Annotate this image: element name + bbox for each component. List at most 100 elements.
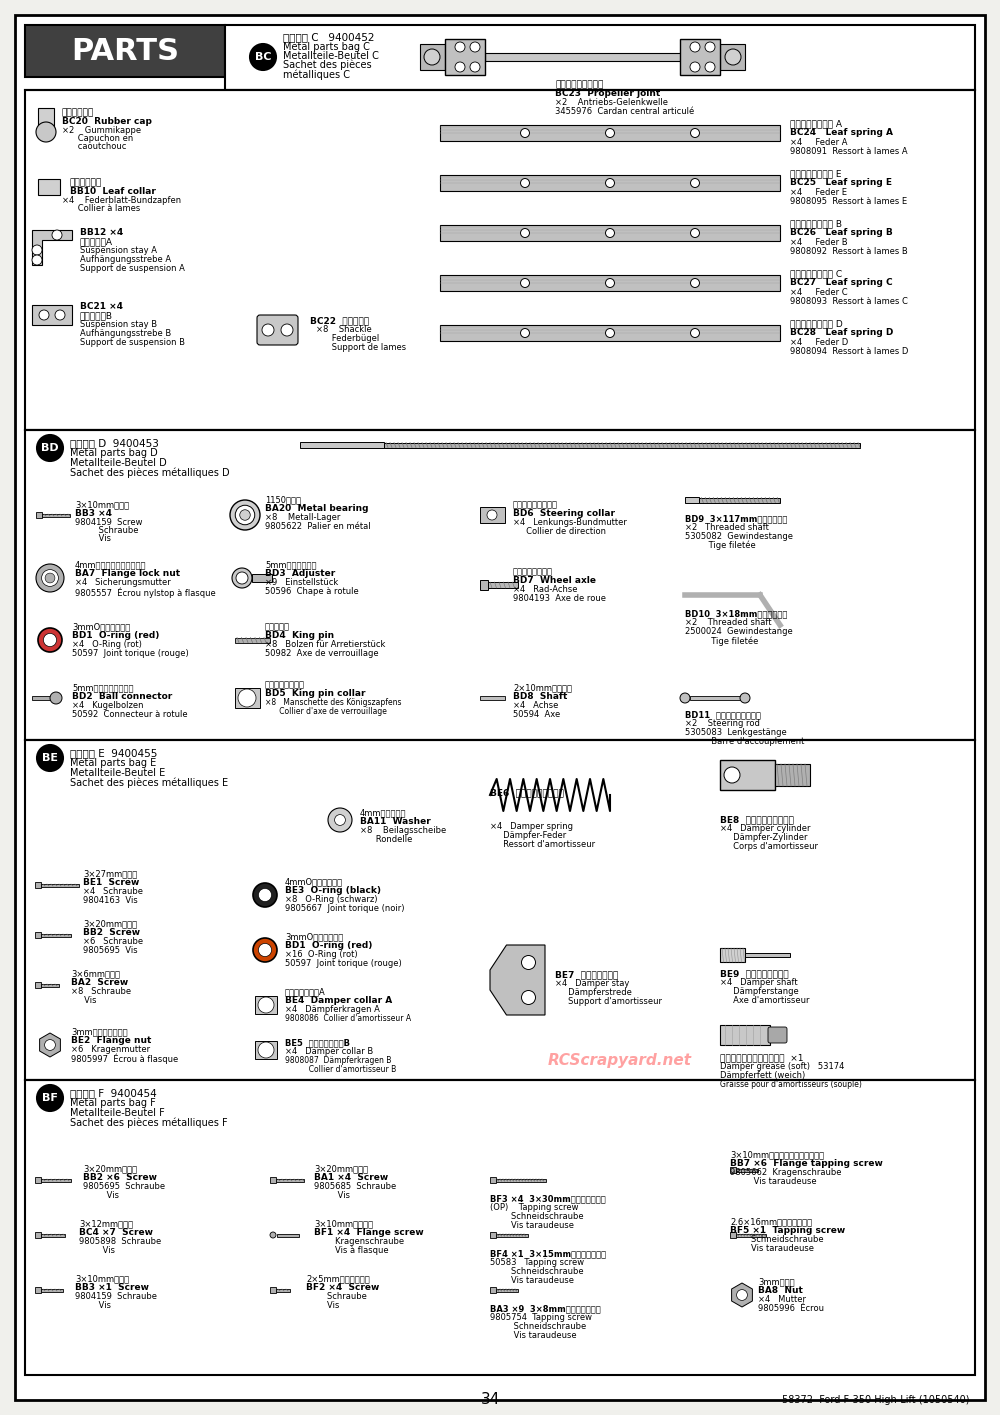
Text: Schneidschraube: Schneidschraube: [490, 1266, 584, 1276]
Text: 2.6×16mmタッピングビス: 2.6×16mmタッピングビス: [730, 1217, 812, 1225]
Bar: [41, 884, 79, 887]
Text: BE9  ダンパーシャフト: BE9 ダンパーシャフト: [720, 969, 789, 978]
Text: BE7  ダンパーステー: BE7 ダンパーステー: [555, 971, 618, 979]
Text: Schraube: Schraube: [75, 526, 138, 535]
Text: 3×6mm丸ビス: 3×6mm丸ビス: [71, 969, 120, 978]
Circle shape: [470, 42, 480, 52]
Polygon shape: [732, 1283, 752, 1307]
Text: BE: BE: [42, 753, 58, 763]
Circle shape: [691, 228, 699, 238]
Bar: [775, 764, 810, 785]
Bar: [420, 44, 445, 69]
Text: ×4     Feder A: ×4 Feder A: [790, 139, 848, 147]
Text: Rondelle: Rondelle: [360, 835, 412, 843]
Text: ×4   Schraube: ×4 Schraube: [83, 887, 143, 896]
Text: ×2    Threaded shaft: ×2 Threaded shaft: [685, 618, 772, 627]
Text: BB12 ×4: BB12 ×4: [80, 228, 123, 236]
Text: 金具袋詰 E  9400455: 金具袋詰 E 9400455: [70, 749, 157, 758]
Text: 3×20mm丸ビス: 3×20mm丸ビス: [314, 1165, 368, 1173]
Bar: [496, 1234, 528, 1237]
Circle shape: [606, 228, 614, 238]
Text: Collier à lames: Collier à lames: [62, 204, 140, 214]
Text: 9808087  Dämpferkragen B: 9808087 Dämpferkragen B: [285, 1056, 391, 1065]
Text: 50982  Axe de verrouillage: 50982 Axe de verrouillage: [265, 649, 379, 658]
Bar: [276, 1179, 304, 1182]
Text: 9804193  Axe de roue: 9804193 Axe de roue: [513, 594, 606, 603]
Text: 9808092  Ressort à lames B: 9808092 Ressort à lames B: [790, 248, 908, 256]
Text: プロペラジョイント: プロペラジョイント: [555, 81, 603, 89]
Text: BC4 ×7  Screw: BC4 ×7 Screw: [79, 1228, 153, 1237]
Circle shape: [50, 692, 62, 705]
Text: ×8   O-Ring (schwarz): ×8 O-Ring (schwarz): [285, 896, 378, 904]
Bar: [496, 1179, 546, 1182]
Bar: [445, 40, 485, 75]
Circle shape: [37, 746, 63, 771]
Text: BF1 ×4  Flange screw: BF1 ×4 Flange screw: [314, 1228, 424, 1237]
Text: Aufhängungsstrebe B: Aufhängungsstrebe B: [80, 330, 171, 338]
Bar: [25, 430, 975, 740]
Text: ×2    Antriebs-Gelenkwelle: ×2 Antriebs-Gelenkwelle: [555, 98, 668, 108]
Text: Metallteile-Beutel E: Metallteile-Beutel E: [70, 768, 165, 778]
Bar: [38, 180, 60, 195]
Circle shape: [724, 767, 740, 782]
Text: 3×10mm丸ビス: 3×10mm丸ビス: [75, 1274, 129, 1283]
Bar: [35, 932, 41, 938]
Circle shape: [521, 228, 529, 238]
Text: ×4   Dämpferkragen A: ×4 Dämpferkragen A: [285, 1005, 380, 1015]
Text: Collier de direction: Collier de direction: [513, 526, 606, 536]
Circle shape: [36, 122, 56, 142]
Circle shape: [42, 570, 58, 586]
Text: BB2 ×6  Screw: BB2 ×6 Screw: [83, 1173, 157, 1182]
Text: BA3 ×9  3×8mmタッピングビス: BA3 ×9 3×8mmタッピングビス: [490, 1305, 601, 1313]
Text: BD11  ステアリングロッド: BD11 ステアリングロッド: [685, 710, 761, 719]
Circle shape: [521, 328, 529, 338]
Circle shape: [32, 255, 42, 265]
Text: リーフスプリング E: リーフスプリング E: [790, 168, 842, 178]
Text: BC26   Leaf spring B: BC26 Leaf spring B: [790, 228, 893, 236]
Text: Vis taraudeuse: Vis taraudeuse: [490, 1276, 574, 1285]
Text: キングピンカラー: キングピンカラー: [265, 681, 305, 689]
Circle shape: [335, 815, 345, 825]
Text: BB7 ×6  Flange tapping screw: BB7 ×6 Flange tapping screw: [730, 1159, 883, 1167]
Text: BE3  O-ring (black): BE3 O-ring (black): [285, 886, 381, 896]
Text: Ressort d'amortisseur: Ressort d'amortisseur: [490, 841, 595, 849]
Text: ×6   Kragenmutter: ×6 Kragenmutter: [71, 1046, 150, 1054]
Text: Vis: Vis: [75, 1300, 111, 1310]
Text: 4mmフランジロックナット: 4mmフランジロックナット: [75, 560, 146, 569]
Bar: [235, 688, 260, 708]
Bar: [720, 948, 744, 962]
Text: 50594  Axe: 50594 Axe: [513, 710, 560, 719]
Text: Support d'amortisseur: Support d'amortisseur: [555, 998, 662, 1006]
Text: 3mmOリング（赤）: 3mmOリング（赤）: [72, 623, 130, 631]
Text: ×8   Bolzen für Arretierstück: ×8 Bolzen für Arretierstück: [265, 640, 385, 649]
Text: BB2  Screw: BB2 Screw: [83, 928, 140, 937]
Circle shape: [270, 1232, 276, 1238]
Text: Metallteile-Beutel C: Metallteile-Beutel C: [283, 51, 379, 61]
Bar: [440, 225, 780, 241]
Text: BD1  O-ring (red): BD1 O-ring (red): [72, 631, 159, 640]
Text: サスステーB: サスステーB: [80, 311, 113, 320]
Text: BD10  3×18mmネジシャフト: BD10 3×18mmネジシャフト: [685, 608, 787, 618]
Circle shape: [37, 434, 63, 461]
Text: 3mmナット: 3mmナット: [758, 1276, 795, 1286]
Circle shape: [240, 509, 250, 521]
Text: 9805557  Écrou nylstop à flasque: 9805557 Écrou nylstop à flasque: [75, 587, 216, 597]
Text: 9805997  Écrou à flasque: 9805997 Écrou à flasque: [71, 1054, 178, 1064]
Circle shape: [32, 245, 42, 255]
Text: BC23  Propeller joint: BC23 Propeller joint: [555, 89, 660, 98]
Text: 金具袋詰 F  9400454: 金具袋詰 F 9400454: [70, 1088, 157, 1098]
Text: PARTS: PARTS: [71, 37, 179, 65]
Bar: [41, 934, 71, 937]
Text: ダンパーカラーA: ダンパーカラーA: [285, 988, 326, 996]
Text: Vis à flasque: Vis à flasque: [314, 1247, 389, 1255]
Bar: [485, 52, 685, 61]
Text: BB10  Leaf collar: BB10 Leaf collar: [70, 187, 156, 197]
Bar: [38, 108, 54, 130]
Text: Vis taraudeuse: Vis taraudeuse: [730, 1177, 817, 1186]
Bar: [440, 175, 780, 191]
Text: BD3  Adjuster: BD3 Adjuster: [265, 569, 335, 577]
Circle shape: [258, 944, 272, 957]
Circle shape: [238, 689, 256, 708]
Text: BC21 ×4: BC21 ×4: [80, 301, 123, 311]
Text: Vis: Vis: [75, 533, 111, 543]
